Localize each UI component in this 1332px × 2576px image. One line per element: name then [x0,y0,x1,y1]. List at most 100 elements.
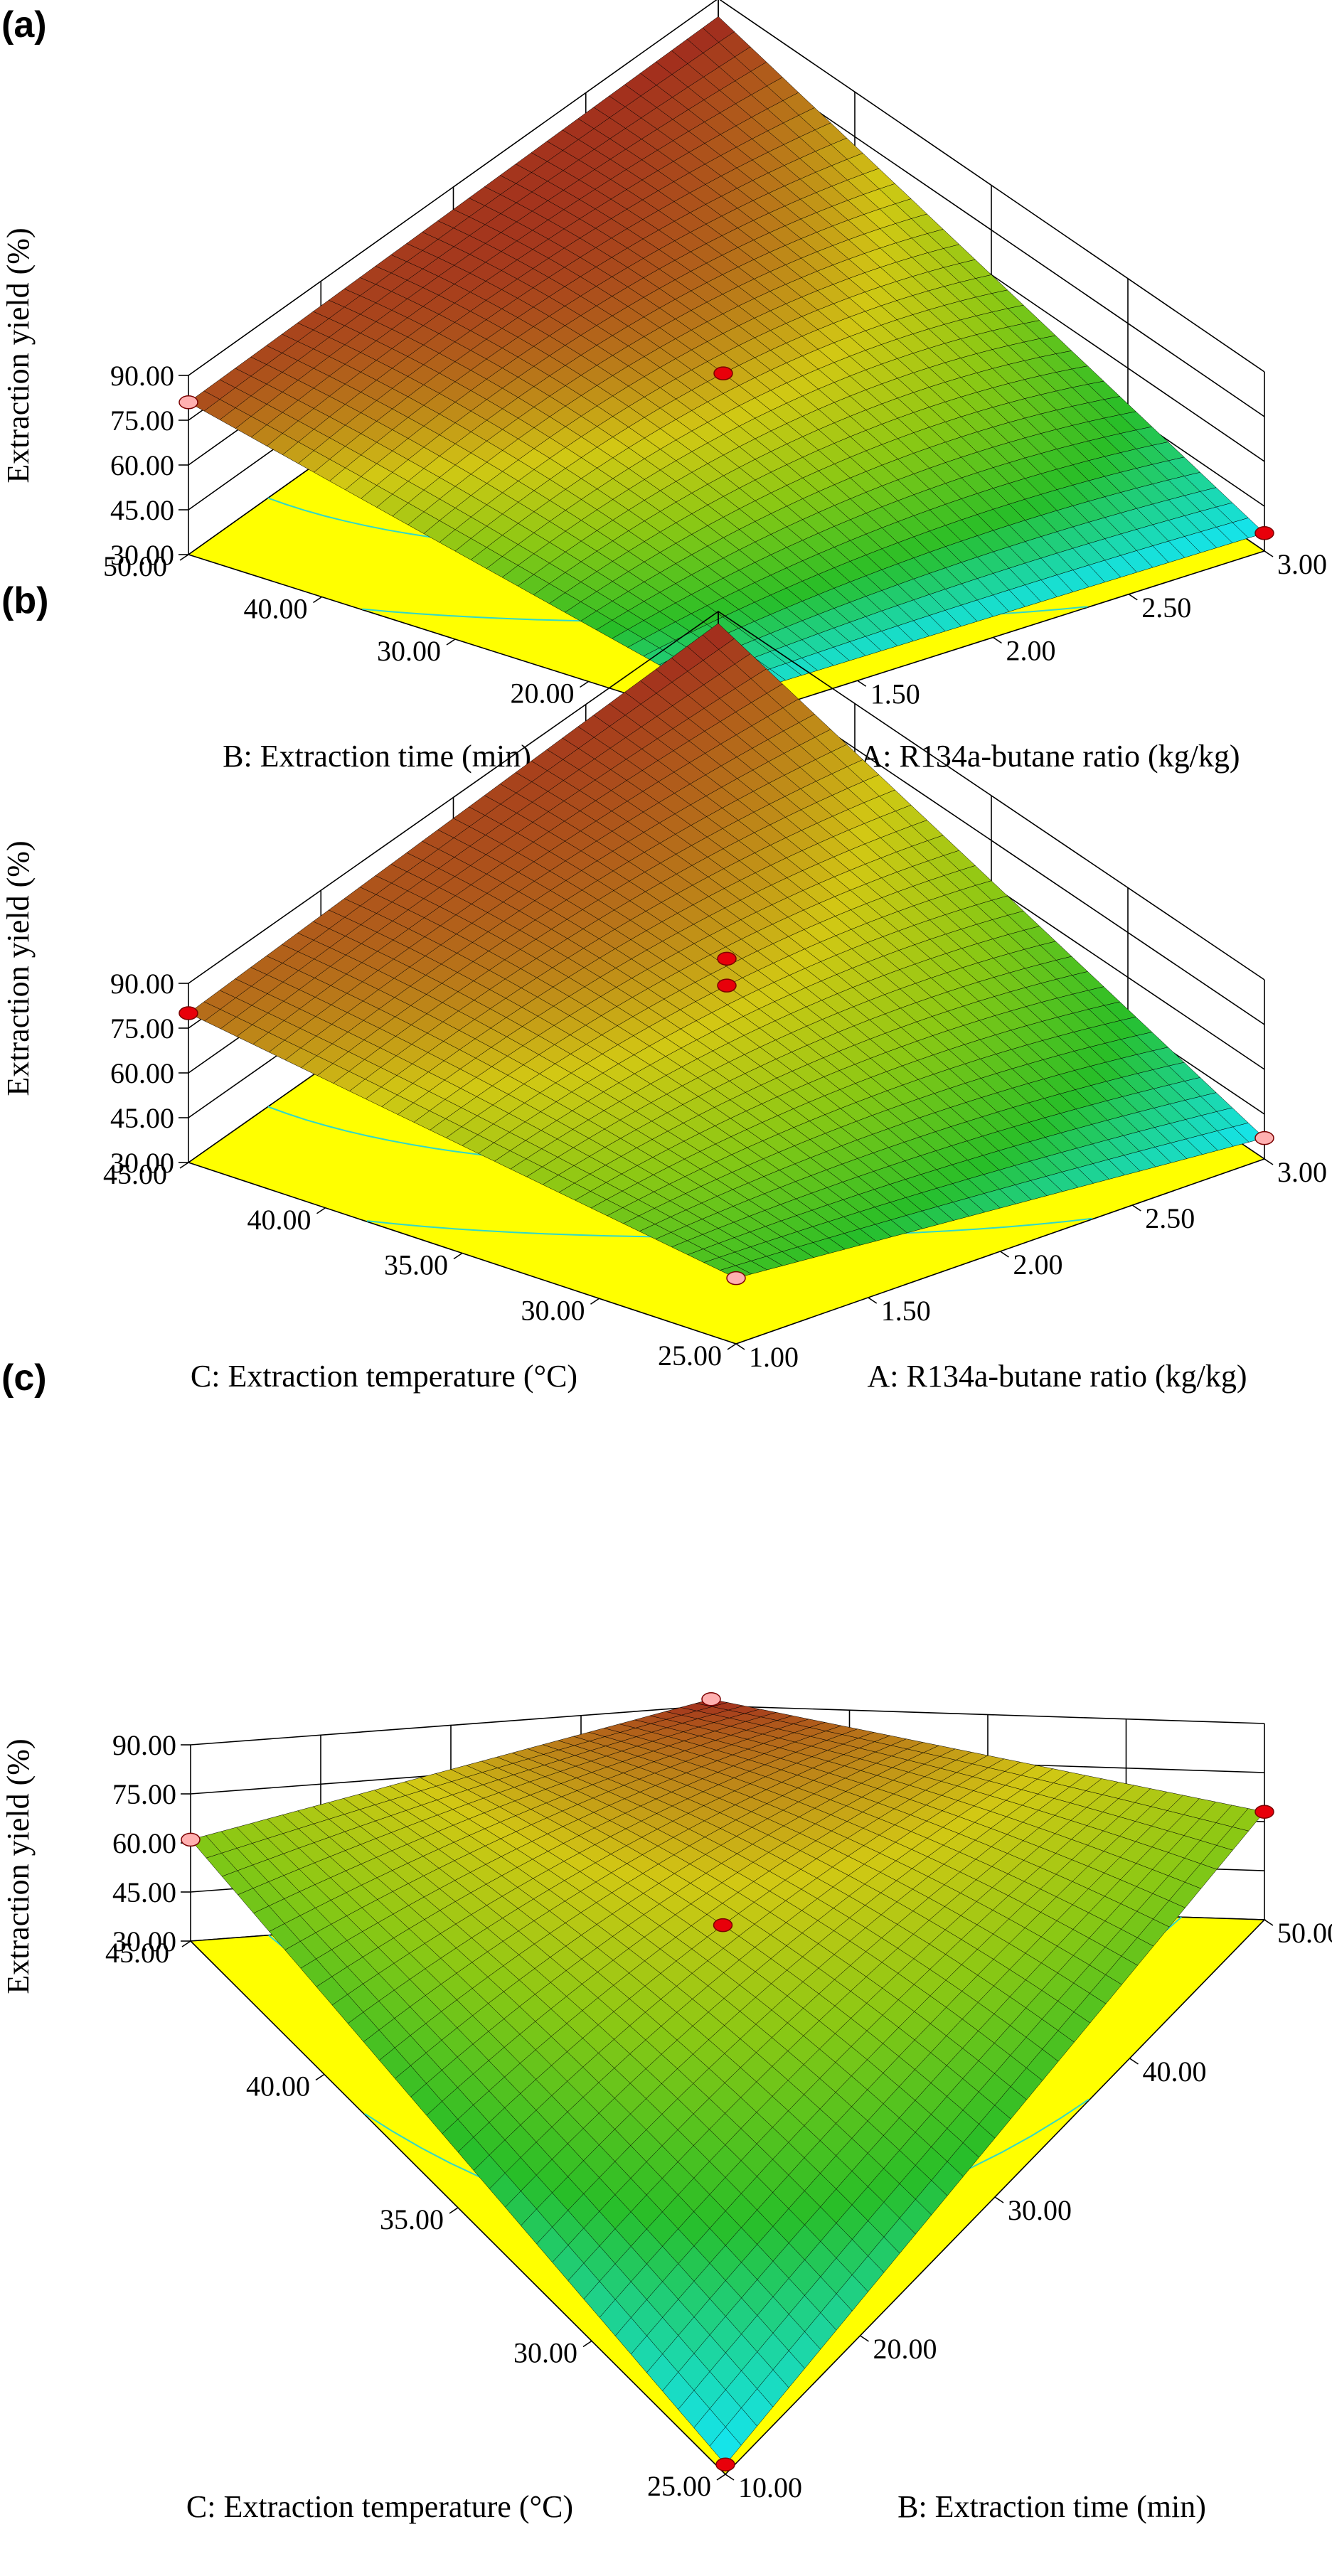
left-axis-tick-label: 45.00 [103,1158,167,1190]
right-axis-tick [735,1343,745,1350]
response-surface [188,16,1265,700]
left-axis-tick-label: 50.00 [103,550,167,582]
right-axis-tick-label: 1.00 [749,1341,799,1373]
wall-gridline [188,611,1265,984]
left-axis-tick-label: 40.00 [247,1204,311,1236]
left-axis-tick-label: 30.00 [521,1294,585,1326]
right-axis-tick-label: 2.50 [1145,1202,1195,1234]
response-surface [188,623,1265,1278]
response-surface [190,1699,1265,2465]
left-axis-tick [453,1252,463,1260]
design-point [715,2457,735,2471]
left-axis-tick [313,596,322,604]
left-axis-tick [590,1298,600,1305]
z-tick-label: 30.00 [110,1147,174,1179]
left-axis-tick [179,1162,189,1169]
z-axis-title: Extraction yield (%) [1,228,36,483]
right-axis-tick [1129,2058,1139,2065]
wall-gridline [188,0,1265,376]
left-axis-tick-label: 40.00 [244,593,308,625]
right-axis-tick-label: 50.00 [1277,1917,1332,1949]
left-axis-tick [179,554,189,561]
right-axis-tick [1264,1158,1274,1165]
chart-panel-a: (a) 30.00 45.00 60.00 75.00 90.00 Extraction y… [1,0,1327,774]
right-axis-tick-label: 2.50 [1141,592,1191,624]
z-axis-title: Extraction yield (%) [1,840,36,1096]
z-tick-label: 60.00 [110,449,174,481]
left-axis-tick [315,2073,325,2081]
left-axis-title: C: Extraction temperature (°C) [191,1359,577,1394]
panel-label: (a) [1,4,47,46]
z-axis-title: Extraction yield (%) [1,1738,36,1994]
right-axis-tick-label: 40.00 [1143,2056,1207,2088]
right-axis-tick [725,2474,735,2481]
design-point [1254,526,1274,540]
right-axis-tick-label: 1.50 [881,1295,931,1327]
left-axis-title: B: Extraction time (min) [223,739,531,774]
right-axis-tick [857,680,867,687]
right-axis-tick [993,636,1002,644]
left-axis-tick-label: 45.00 [105,1937,169,1969]
design-point [181,1832,201,1847]
z-tick-label: 30.00 [112,1925,176,1957]
design-point [1254,1805,1274,1819]
design-point [179,1006,198,1020]
design-point [713,1918,733,1933]
panel-label: (c) [1,1357,47,1399]
right-axis-tick [868,1297,878,1304]
right-axis-tick-label: 30.00 [1008,2194,1072,2226]
design-point [179,395,198,410]
right-axis-tick [1128,594,1138,601]
z-tick-label: 90.00 [110,360,174,392]
left-axis-tick [582,2340,592,2348]
left-axis-tick [181,1940,191,1947]
right-axis-tick [1000,1251,1009,1258]
right-axis-tick [1131,1204,1141,1212]
right-axis-title: A: R134a-butane ratio (kg/kg) [868,1359,1247,1394]
z-tick-label: 75.00 [110,405,174,437]
right-axis-tick [1264,1919,1274,1926]
z-tick-label: 60.00 [112,1827,176,1859]
design-point [717,978,737,993]
left-axis-tick-label: 30.00 [377,635,441,667]
left-axis-title: C: Extraction temperature (°C) [186,2489,573,2524]
left-axis-tick [727,1343,737,1350]
z-tick-label: 90.00 [110,968,174,1000]
right-axis-tick-label: 2.00 [1013,1249,1063,1281]
design-point [713,366,733,380]
right-axis-tick-label: 2.00 [1006,635,1056,667]
right-axis-title: B: Extraction time (min) [897,2489,1206,2524]
left-axis-tick-label: 25.00 [647,2470,711,2502]
z-tick-label: 90.00 [112,1729,176,1761]
left-axis-tick [446,638,456,646]
right-axis-tick [1264,550,1274,557]
design-point [726,1271,746,1286]
left-axis-tick-label: 40.00 [246,2070,310,2102]
right-axis-tick-label: 10.00 [738,2471,802,2503]
z-tick-label: 45.00 [112,1876,176,1908]
design-point [717,951,737,966]
z-tick-label: 75.00 [112,1778,176,1810]
z-tick-label: 60.00 [110,1057,174,1089]
left-axis-tick-label: 25.00 [658,1340,722,1372]
z-tick-label: 30.00 [110,539,174,571]
design-point [701,1692,721,1706]
right-axis-tick-label: 3.00 [1277,548,1327,580]
right-axis-tick-label: 1.50 [870,678,920,710]
left-axis-tick-label: 20.00 [511,678,575,710]
z-tick-label: 75.00 [110,1012,174,1044]
left-axis-tick [449,2207,459,2214]
left-axis-tick-label: 35.00 [384,1249,448,1281]
left-axis-tick [316,1207,326,1214]
panel-label: (b) [1,580,48,621]
right-axis-tick-label: 3.00 [1277,1156,1327,1188]
z-tick-label: 45.00 [110,494,174,526]
left-axis-tick-label: 30.00 [513,2337,577,2369]
design-point [1254,1131,1274,1145]
left-axis-tick-label: 35.00 [380,2203,444,2235]
right-axis-tick-label: 20.00 [873,2333,937,2365]
right-axis-tick [860,2335,869,2342]
